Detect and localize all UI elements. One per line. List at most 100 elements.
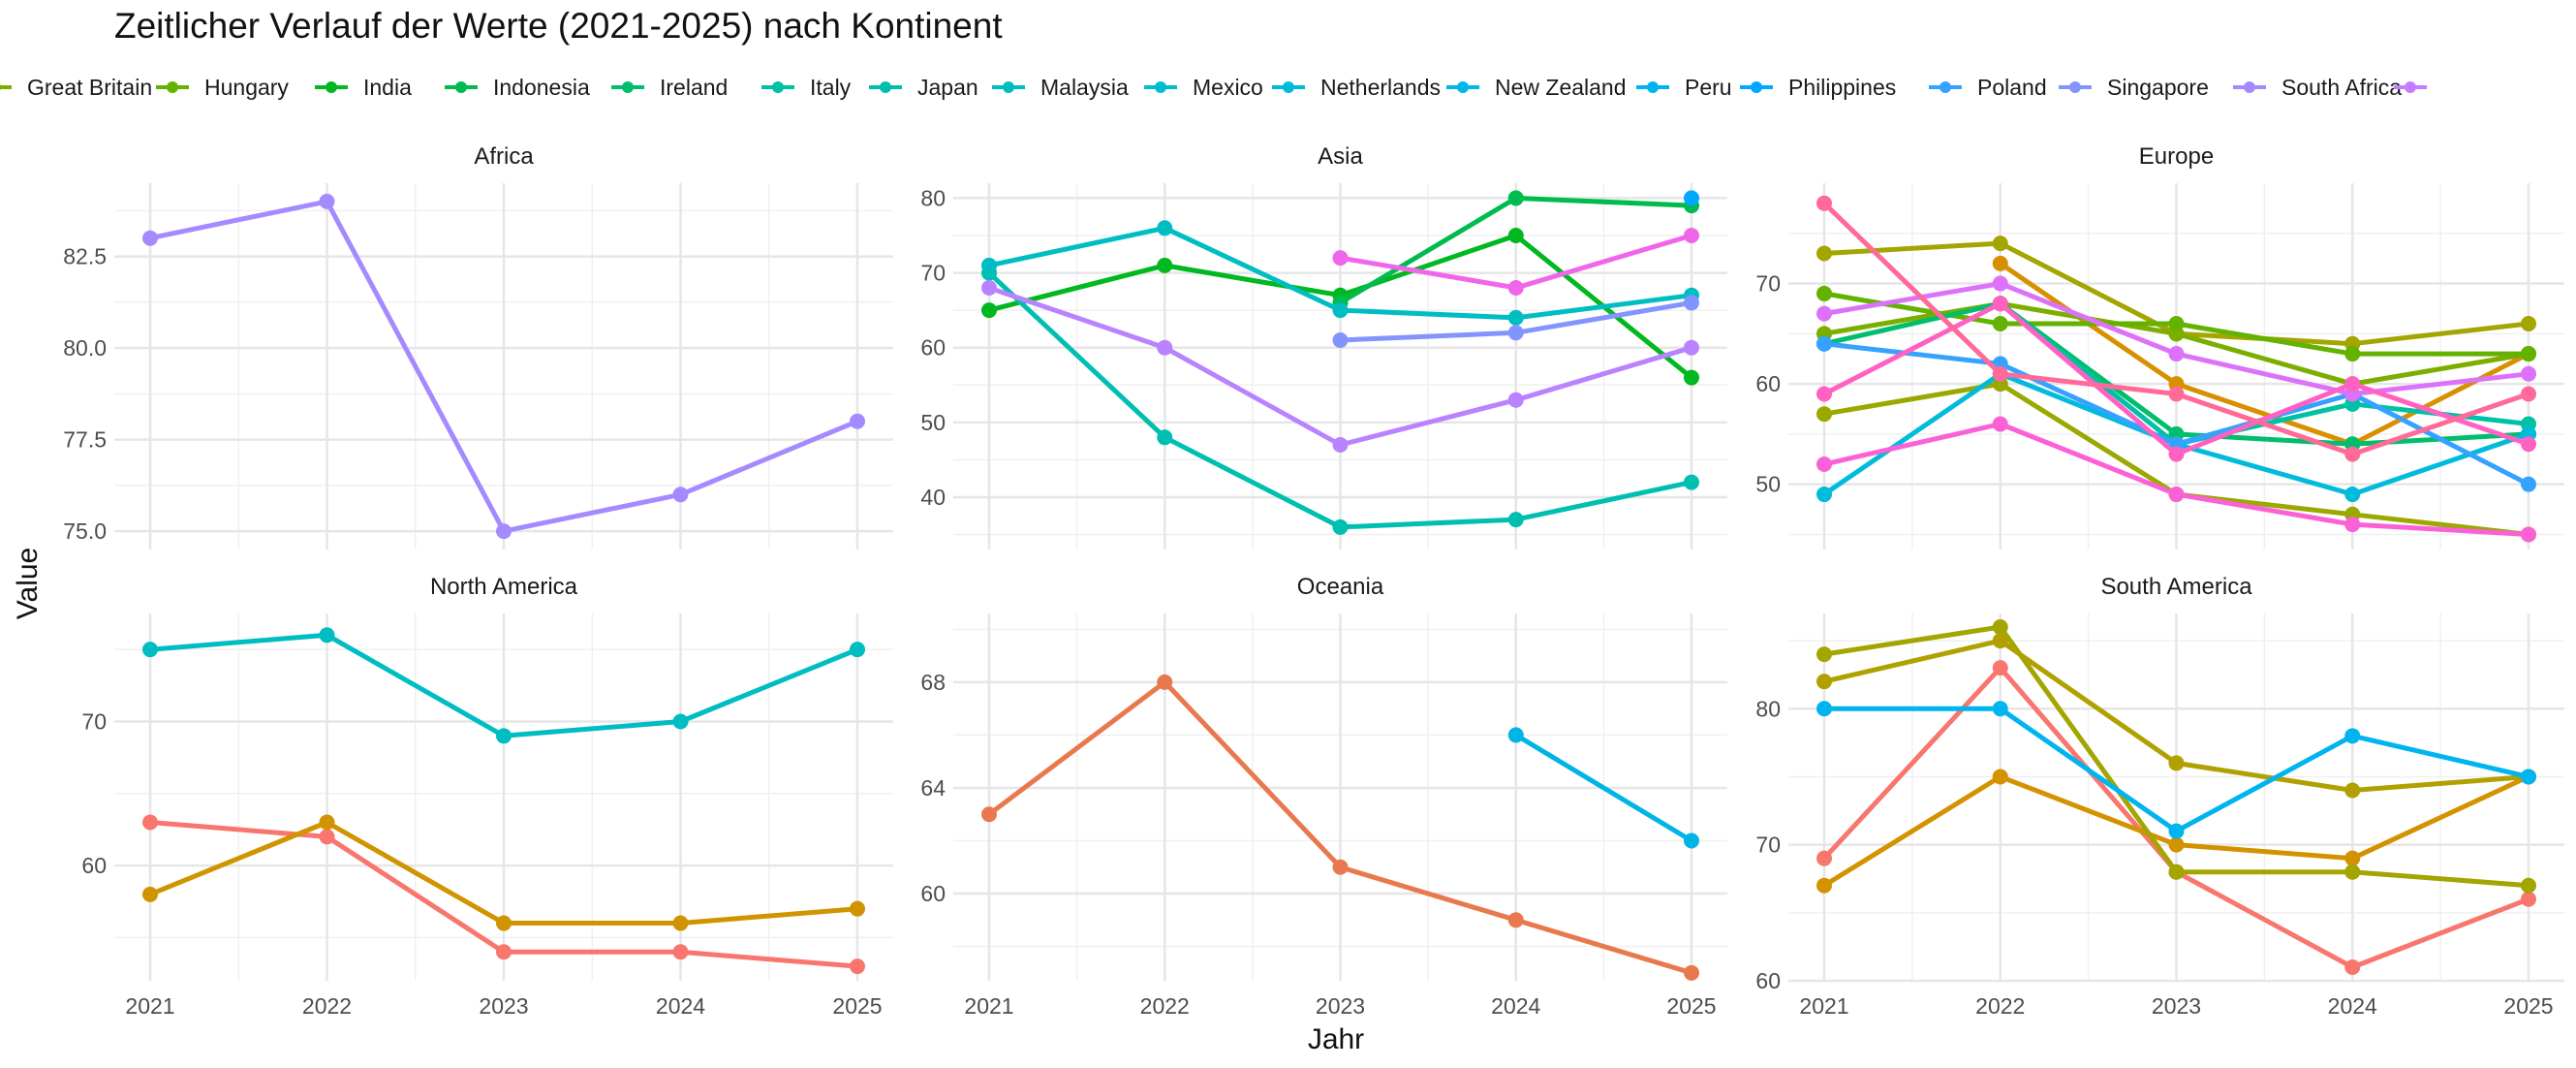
legend-item-indonesia: Indonesia	[445, 75, 590, 100]
y-tick-label: 82.5	[63, 244, 107, 269]
data-point	[319, 814, 335, 831]
data-point	[2521, 315, 2536, 331]
x-tick-label: 2022	[302, 993, 352, 1019]
x-tick-label: 2025	[2503, 993, 2553, 1019]
legend-item-malaysia: Malaysia	[992, 75, 1129, 100]
facet-title: North America	[430, 574, 578, 600]
data-point	[1684, 295, 1699, 311]
data-point	[1332, 518, 1349, 535]
legend-key-point	[1003, 81, 1014, 93]
data-point	[1992, 275, 2008, 292]
data-point	[2344, 958, 2361, 975]
legend-label: Philippines	[1788, 75, 1896, 100]
data-point	[981, 302, 997, 319]
data-point	[1684, 339, 1699, 356]
data-point	[850, 413, 865, 429]
series-mexico	[142, 627, 865, 744]
y-tick-label: 80	[920, 185, 946, 210]
data-point	[1992, 416, 2008, 432]
legend-key-point	[2405, 81, 2416, 93]
data-point	[1157, 429, 1173, 446]
legend-label: Mexico	[1193, 75, 1263, 100]
series-new-zealand	[1507, 727, 1699, 849]
legend-key-point	[1647, 81, 1659, 93]
facet-africa: 75.0 77.5 80.0 82.5 Africa	[63, 143, 893, 550]
data-point	[1507, 190, 1524, 206]
facet-south-america: 60 70 80 South America 2021 2022 2023 2024 2025	[1755, 574, 2564, 1019]
legend-item-peru: Peru	[1636, 75, 1732, 100]
x-tick-label: 2024	[1491, 993, 1540, 1019]
facet-title: Africa	[474, 143, 534, 170]
data-point	[1332, 437, 1349, 453]
legend-key-point	[326, 81, 337, 93]
data-point	[2168, 836, 2185, 853]
legend-item-poland: Poland	[1929, 75, 2047, 100]
legend-item-ireland: Ireland	[611, 75, 728, 100]
series-australia	[981, 674, 1699, 981]
data-point	[319, 627, 335, 644]
data-point	[850, 900, 865, 917]
legend-item-series	[2394, 81, 2427, 93]
data-point	[1684, 474, 1699, 490]
data-point	[1816, 487, 1832, 503]
facet-oceania: 60 64 68 Oceania 2021 2022 2023 2024 2025	[920, 574, 1727, 1019]
series-turkey	[1816, 195, 2536, 462]
y-tick-label: 50	[1755, 472, 1781, 497]
facet-grid: 75.0 77.5 80.0 82.5 Africa 40 50 60 70 80 Asia 50 60…	[63, 143, 2564, 1019]
legend-key-point	[0, 83, 1, 91]
chart-title: Zeitlicher Verlauf der Werte (2021-2025)…	[114, 6, 1003, 46]
legend: Great Britain Hungary India Indonesia Irelan…	[0, 75, 2427, 100]
data-point	[981, 806, 997, 823]
data-point	[2344, 850, 2361, 866]
y-tick-label: 60	[920, 881, 946, 906]
facet-north-america: 60 70 North America 2021 2022 2023 2024 2025	[81, 574, 893, 1019]
data-point	[2344, 346, 2361, 362]
series-line	[1513, 732, 1694, 843]
legend-label: Netherlands	[1320, 75, 1441, 100]
data-point	[1507, 512, 1524, 528]
data-point	[2344, 487, 2361, 503]
data-point	[1332, 250, 1349, 267]
data-point	[1816, 305, 1832, 322]
data-point	[1157, 257, 1173, 273]
legend-key-point	[1457, 81, 1469, 93]
data-point	[496, 728, 512, 744]
data-point	[1684, 190, 1699, 206]
data-point	[1992, 769, 2008, 785]
legend-label: Poland	[1977, 75, 2047, 100]
data-point	[2521, 526, 2536, 543]
legend-label: Peru	[1685, 75, 1732, 100]
data-point	[2521, 436, 2536, 453]
data-point	[1684, 369, 1699, 386]
data-point	[2521, 346, 2536, 362]
x-tick-label: 2024	[2328, 993, 2377, 1019]
y-tick-label: 60	[81, 853, 107, 878]
data-point	[1992, 296, 2008, 312]
y-tick-label: 64	[920, 775, 946, 801]
data-point	[1332, 302, 1349, 319]
y-tick-label: 80.0	[63, 335, 107, 361]
y-tick-label: 68	[920, 670, 946, 695]
data-point	[2521, 877, 2536, 894]
data-point	[2344, 728, 2361, 744]
data-point	[2168, 446, 2185, 462]
legend-item-new-zealand: New Zealand	[1446, 75, 1627, 100]
data-point	[1684, 964, 1699, 981]
x-tick-label: 2023	[1316, 993, 1365, 1019]
legend-item-south-africa: South Africa	[2233, 75, 2402, 100]
data-point	[1816, 877, 1832, 894]
x-tick-label: 2023	[2152, 993, 2201, 1019]
y-axis-label: Value	[12, 548, 44, 620]
data-point	[2168, 864, 2185, 880]
legend-label: Great Britain	[27, 75, 152, 100]
facet-title: Europe	[2139, 143, 2214, 170]
x-tick-label: 2022	[1140, 993, 1190, 1019]
legend-item-philippines: Philippines	[1740, 75, 1896, 100]
data-point	[2344, 782, 2361, 799]
legend-item-hungary: Hungary	[156, 75, 289, 100]
data-point	[1157, 220, 1173, 236]
data-point	[142, 814, 158, 831]
data-point	[850, 958, 865, 975]
data-point	[142, 886, 158, 902]
